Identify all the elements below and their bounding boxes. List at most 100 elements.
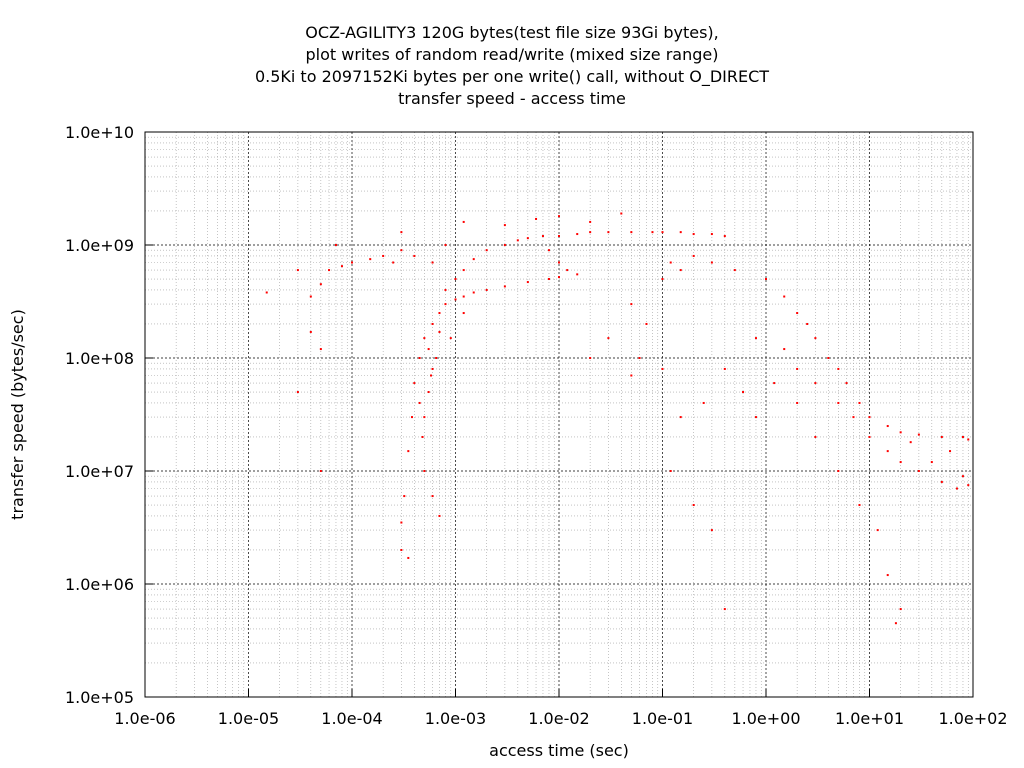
data-point	[917, 433, 920, 436]
data-point	[783, 348, 786, 351]
data-point	[462, 220, 465, 223]
data-point	[431, 322, 434, 325]
data-point	[485, 249, 488, 252]
data-point	[814, 435, 817, 438]
data-point	[444, 303, 447, 306]
data-point	[961, 435, 964, 438]
data-point	[955, 487, 958, 490]
data-point	[418, 401, 421, 404]
data-point	[403, 495, 406, 498]
data-point	[444, 288, 447, 291]
data-point	[503, 285, 506, 288]
data-point	[503, 244, 506, 246]
data-point	[427, 391, 430, 394]
y-tick-label: 1.0e+10	[65, 123, 134, 142]
data-point	[438, 514, 441, 517]
data-point	[589, 220, 592, 223]
data-point	[407, 556, 410, 559]
data-point	[710, 529, 713, 532]
data-point	[961, 475, 964, 478]
data-point	[837, 367, 840, 370]
data-point	[894, 622, 897, 625]
data-point	[837, 401, 840, 404]
data-point	[558, 261, 560, 264]
data-point	[526, 281, 529, 284]
data-point	[328, 269, 331, 272]
data-point	[423, 470, 426, 472]
data-point	[773, 382, 776, 385]
data-point	[796, 401, 799, 404]
data-point	[607, 337, 610, 340]
data-point	[392, 261, 395, 264]
data-point	[431, 495, 434, 498]
data-point	[319, 283, 322, 286]
data-point	[899, 431, 902, 434]
data-point	[541, 235, 544, 238]
data-point	[858, 401, 861, 404]
data-point	[431, 261, 434, 264]
data-point	[692, 504, 695, 507]
data-point	[319, 348, 322, 351]
data-point	[814, 382, 817, 385]
data-point	[472, 258, 475, 261]
data-point	[413, 382, 416, 385]
data-point	[630, 303, 633, 306]
y-tick-label: 1.0e+06	[65, 575, 134, 594]
x-tick-label: 1.0e-04	[321, 709, 382, 728]
data-point	[485, 288, 488, 291]
data-point	[679, 269, 682, 272]
x-tick-label: 1.0e-03	[425, 709, 486, 728]
data-point	[418, 357, 421, 359]
data-point	[886, 450, 889, 453]
data-point	[630, 374, 633, 377]
data-point	[566, 269, 569, 272]
data-point	[576, 273, 579, 276]
y-tick-label: 1.0e+08	[65, 349, 134, 368]
data-point	[400, 231, 403, 234]
data-point	[868, 435, 871, 438]
data-point	[710, 233, 713, 236]
data-point	[827, 357, 830, 359]
data-point	[661, 278, 664, 281]
x-axis-label: access time (sec)	[489, 741, 629, 760]
chart-title-line-3: 0.5Ki to 2097152Ki bytes per one write()…	[254, 67, 770, 86]
x-tick-label: 1.0e-02	[528, 709, 589, 728]
data-point	[589, 231, 592, 234]
data-point	[407, 450, 410, 453]
data-point	[558, 276, 560, 279]
data-point	[620, 212, 623, 215]
x-tick-label: 1.0e-05	[218, 709, 279, 728]
chart-title-line-1: OCZ-AGILITY3 120G bytes(test file size 9…	[305, 23, 719, 42]
data-point	[462, 295, 465, 298]
data-point	[472, 291, 475, 294]
data-point	[876, 529, 879, 532]
data-point	[413, 254, 416, 257]
data-point	[411, 416, 414, 419]
data-point	[296, 269, 299, 272]
data-point	[845, 382, 848, 385]
data-point	[438, 312, 441, 315]
data-points	[265, 212, 970, 625]
data-point	[692, 254, 695, 257]
data-point	[783, 295, 786, 298]
y-tick-label: 1.0e+07	[65, 462, 134, 481]
data-point	[967, 484, 970, 487]
data-point	[669, 261, 672, 264]
data-point	[754, 337, 757, 340]
data-point	[400, 521, 403, 524]
data-point	[430, 374, 433, 377]
data-point	[837, 470, 840, 472]
data-point	[702, 401, 705, 404]
data-point	[351, 261, 353, 264]
data-point	[669, 470, 672, 472]
data-point	[265, 291, 268, 294]
data-point	[733, 269, 736, 272]
data-point	[679, 231, 682, 234]
data-point	[917, 470, 920, 472]
data-point	[661, 367, 664, 370]
chart-title-line-4: transfer speed - access time	[398, 89, 626, 108]
data-point	[949, 450, 952, 453]
data-point	[723, 367, 726, 370]
grid-lines	[144, 131, 974, 698]
